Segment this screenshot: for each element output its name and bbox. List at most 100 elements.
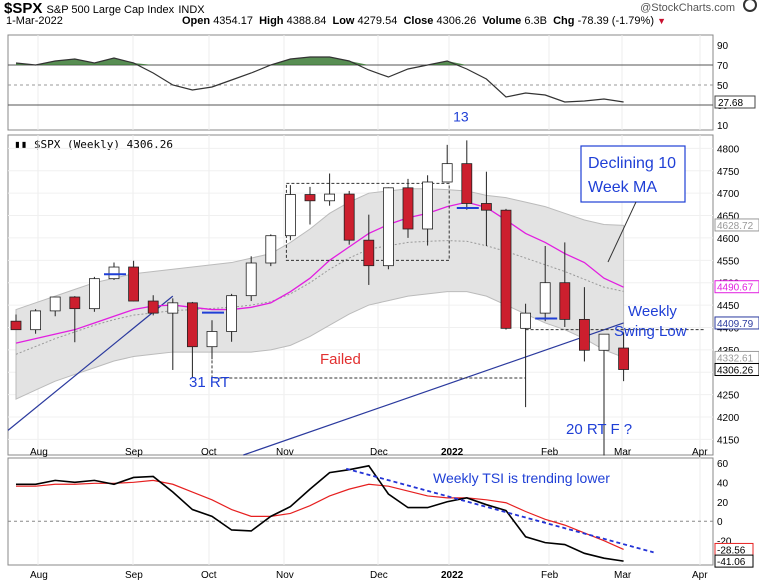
tsi-line <box>16 464 624 562</box>
candle-body <box>402 187 414 230</box>
candle-body <box>461 163 473 204</box>
panel-frame-price <box>7 134 714 456</box>
tsi-value-box <box>714 554 754 568</box>
price-xtick-label: Feb <box>541 447 559 458</box>
price-xtick-label: Apr <box>692 447 708 458</box>
tsi-xtick-label: 2022 <box>441 570 464 581</box>
momentum-ytick-label: 70 <box>717 61 729 72</box>
panel-frame-mom <box>7 34 714 131</box>
tsi-ytick-label: 20 <box>717 498 729 509</box>
close-value-label-box <box>714 363 759 377</box>
annotation-20-rt: 20 RT F ? <box>566 421 632 438</box>
price-xtick-label: Mar <box>614 447 632 458</box>
annotation-13: 13 <box>453 109 469 125</box>
price-ytick-label: 4650 <box>717 212 740 223</box>
candle-body <box>226 295 238 332</box>
candle-body <box>559 282 571 320</box>
trendline-value-label-box <box>714 316 759 330</box>
tsi-ytick-label: 60 <box>717 459 729 470</box>
annotation-failed: Failed <box>320 351 361 368</box>
momentum-line <box>15 56 624 103</box>
annotation-declining-ma-line1: Declining 10 <box>588 155 676 172</box>
callout-pointer <box>607 201 637 263</box>
candle-body <box>89 278 100 310</box>
tsi-xtick-label: Mar <box>614 570 632 581</box>
exchange-name: INDX <box>178 4 205 16</box>
candle-body <box>382 187 394 267</box>
tsi-xtick-label: Sep <box>125 570 143 581</box>
symbol-title: $SPX S&P 500 Large Cap Index INDX <box>4 0 205 17</box>
candle-body <box>500 209 512 329</box>
callout-box-ma <box>580 145 686 203</box>
candle-body <box>30 310 42 331</box>
momentum-ytick-label: 10 <box>717 121 729 132</box>
price-xtick-label: Sep <box>125 447 143 458</box>
price-legend: ▮▮ $SPX (Weekly) 4306.26 <box>14 138 173 151</box>
annotation-tsi: Weekly TSI is trending lower <box>433 470 610 486</box>
momentum-last-value-box <box>714 95 756 109</box>
ma-value-label-box <box>714 280 759 294</box>
tsi-xtick-label: Dec <box>370 570 388 581</box>
candle-body <box>284 194 296 237</box>
panel-frame-tsi <box>7 457 714 566</box>
candle-body <box>441 163 453 183</box>
price-ytick-label: 4250 <box>717 391 740 402</box>
candle-body <box>245 262 257 297</box>
source-credit: @StockCharts.com <box>640 2 735 14</box>
momentum-overbought-fill <box>16 57 624 65</box>
candle-body <box>480 203 492 211</box>
price-ytick-label: 4150 <box>717 435 740 446</box>
tsi-ytick-label: 0 <box>717 517 723 528</box>
tsi-xtick-label: Oct <box>201 570 217 581</box>
ma-10-week-line <box>15 201 624 344</box>
price-xtick-label: 2022 <box>441 447 464 458</box>
annotation-31-rt: 31 RT <box>189 374 230 391</box>
trendline-value-label: 4409.79 <box>717 319 754 330</box>
annotation-swing-low-line2: Swing Low <box>614 323 687 340</box>
candle-body <box>618 347 629 370</box>
price-ytick-label: 4750 <box>717 167 740 178</box>
price-ytick-label: 4800 <box>717 144 740 155</box>
index-name: S&P 500 Large Cap Index <box>46 4 175 16</box>
price-xtick-label: Oct <box>201 447 217 458</box>
bollinger-upper-value-label-box <box>714 218 759 232</box>
tsi-ytick-label: 40 <box>717 478 729 489</box>
tsi-value-label: -41.06 <box>717 557 746 568</box>
tsi-ytick-label: -20 <box>717 537 732 548</box>
candle-body <box>167 302 179 314</box>
candle-body <box>10 320 22 331</box>
settings-icon[interactable] <box>743 0 757 12</box>
ma-value-label: 4490.67 <box>717 283 754 294</box>
price-ytick-label: 4450 <box>717 301 740 312</box>
price-ytick-label: 4600 <box>717 234 740 245</box>
candle-body <box>186 302 198 348</box>
tsi-xtick-label: Apr <box>692 570 708 581</box>
candle-body <box>49 296 61 312</box>
candle-body <box>324 193 336 202</box>
trendline-long <box>243 322 624 456</box>
price-ytick-label: 4550 <box>717 256 740 267</box>
price-xtick-label: Nov <box>276 447 294 458</box>
momentum-ytick-label: 90 <box>717 41 729 52</box>
candle-body <box>579 318 590 351</box>
candle-body <box>304 194 316 202</box>
close-value-label: 4306.26 <box>717 366 754 377</box>
price-xtick-label: Dec <box>370 447 388 458</box>
candle-body <box>343 193 355 241</box>
candle-body <box>206 331 218 348</box>
bollinger-upper-value-label: 4628.72 <box>717 221 754 232</box>
candle-body <box>520 312 531 329</box>
tsi-xtick-label: Aug <box>30 570 48 581</box>
candle-body <box>69 296 81 310</box>
bollinger-middle-line <box>15 240 624 355</box>
momentum-last-value-label: 27.68 <box>718 98 743 109</box>
ohlc-summary: Open 4354.17 High 4388.84 Low 4279.54 Cl… <box>182 15 666 27</box>
tsi-xtick-label: Feb <box>541 570 559 581</box>
candle-body <box>147 300 159 314</box>
candle-body <box>598 333 610 351</box>
bollinger-lower-value-label: 4332.61 <box>717 353 754 364</box>
annotation-swing-low-line1: Weekly <box>628 303 677 320</box>
candle-body <box>265 235 277 264</box>
chart-date: 1-Mar-2022 <box>6 15 63 27</box>
